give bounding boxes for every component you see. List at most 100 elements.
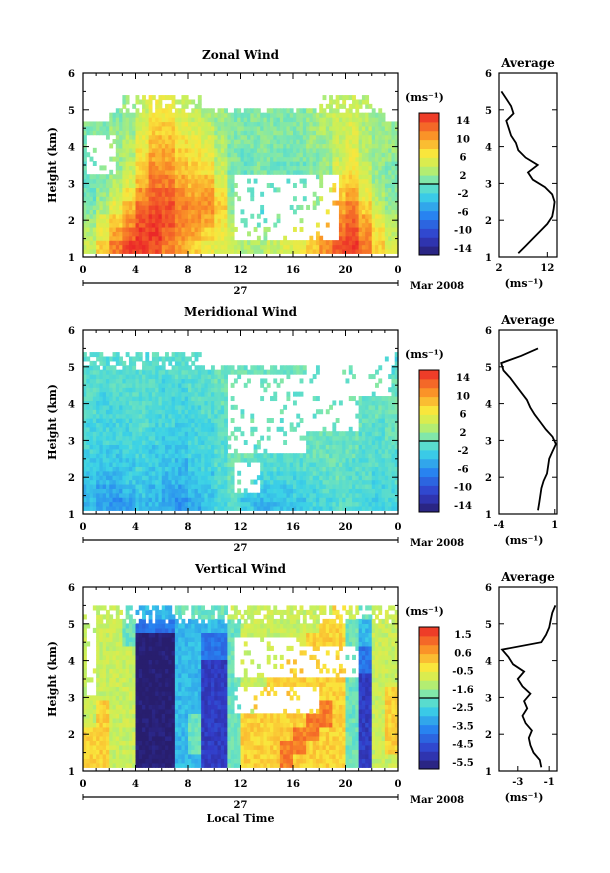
heatmap-cell bbox=[135, 483, 140, 489]
heatmap-cell bbox=[109, 396, 114, 402]
heatmap-cell bbox=[315, 117, 320, 123]
heatmap-cell bbox=[86, 213, 91, 219]
heatmap-cell bbox=[394, 400, 399, 406]
colorbar-tick-label: -2 bbox=[457, 189, 468, 200]
heatmap-cell bbox=[188, 422, 192, 428]
heatmap-cell bbox=[122, 501, 127, 507]
heatmap-cell bbox=[188, 231, 192, 237]
heatmap-cell bbox=[358, 453, 363, 459]
heatmap-cell bbox=[184, 453, 189, 459]
heatmap-cell bbox=[217, 139, 222, 145]
heatmap-cell bbox=[375, 505, 379, 511]
heatmap-cell bbox=[355, 161, 360, 167]
heatmap-cell bbox=[283, 404, 288, 410]
heatmap-cell bbox=[325, 409, 330, 415]
heatmap-cell bbox=[289, 492, 294, 498]
heatmap-cell bbox=[105, 248, 110, 254]
heatmap-cell bbox=[220, 483, 225, 489]
heatmap-cell bbox=[220, 431, 225, 437]
heatmap-cell bbox=[109, 240, 114, 246]
heatmap-cell bbox=[105, 483, 110, 489]
heatmap-cell bbox=[174, 435, 179, 441]
heatmap-cell bbox=[115, 435, 120, 441]
heatmap-cell bbox=[210, 218, 215, 224]
heatmap-cell bbox=[128, 404, 133, 410]
heatmap-cell bbox=[109, 213, 114, 219]
heatmap-cell bbox=[224, 466, 228, 472]
heatmap-cell bbox=[378, 226, 383, 232]
heatmap-cell bbox=[276, 470, 281, 476]
heatmap-cell bbox=[233, 165, 238, 171]
heatmap-cell bbox=[260, 466, 265, 472]
heatmap-cell bbox=[102, 209, 107, 215]
heatmap-cell bbox=[194, 165, 199, 171]
heatmap-cell bbox=[174, 466, 179, 472]
heatmap-cell bbox=[375, 117, 379, 123]
heatmap-cell bbox=[155, 409, 160, 415]
heatmap-cell bbox=[168, 139, 173, 145]
heatmap-cell bbox=[207, 139, 212, 145]
heatmap-cell bbox=[214, 497, 219, 503]
heatmap-cell bbox=[345, 488, 350, 494]
heatmap-cell bbox=[391, 226, 396, 232]
heatmap-cell bbox=[283, 492, 288, 498]
heatmap-cell bbox=[375, 134, 379, 140]
heatmap-cell bbox=[319, 435, 324, 441]
heatmap-cell bbox=[188, 497, 192, 503]
heatmap-cell bbox=[132, 134, 137, 140]
heatmap-cell bbox=[355, 479, 360, 485]
heatmap-cell bbox=[92, 240, 97, 246]
heatmap-cell bbox=[102, 461, 107, 467]
heatmap-cell bbox=[263, 112, 268, 118]
heatmap-cell bbox=[365, 200, 370, 206]
heatmap-cell bbox=[391, 457, 396, 463]
heatmap-cell bbox=[247, 139, 251, 145]
heatmap-cell bbox=[332, 169, 337, 175]
heatmap-cell bbox=[128, 475, 133, 481]
heatmap-cell bbox=[168, 178, 173, 184]
heatmap-cell bbox=[191, 147, 196, 153]
heatmap-cell bbox=[394, 156, 399, 162]
heatmap-cell bbox=[138, 200, 143, 206]
heatmap-cell bbox=[96, 130, 101, 136]
heatmap-cell bbox=[348, 479, 353, 485]
heatmap-cell bbox=[302, 479, 307, 485]
heatmap-cell bbox=[89, 125, 94, 131]
heatmap-cell bbox=[102, 431, 107, 437]
heatmap-cell bbox=[181, 501, 186, 507]
heatmap-cell bbox=[188, 191, 192, 197]
heatmap-cell bbox=[388, 461, 393, 467]
heatmap-cell bbox=[263, 483, 268, 489]
heatmap-cell bbox=[171, 505, 176, 511]
heatmap-cell bbox=[224, 226, 228, 232]
heatmap-cell bbox=[329, 439, 333, 445]
heatmap-cell bbox=[138, 99, 143, 105]
heatmap-cell bbox=[96, 439, 101, 445]
heatmap-cell bbox=[233, 426, 238, 432]
heatmap-cell bbox=[161, 182, 166, 188]
heatmap-cell bbox=[217, 235, 222, 241]
heatmap-cell bbox=[329, 470, 333, 476]
heatmap-cell bbox=[299, 501, 304, 507]
heatmap-cell bbox=[191, 391, 196, 397]
heatmap-cell bbox=[306, 108, 311, 114]
heatmap-cell bbox=[168, 103, 173, 109]
heatmap-cell bbox=[329, 501, 333, 507]
heatmap-cell bbox=[279, 501, 284, 507]
heatmap-cell bbox=[371, 413, 376, 419]
heatmap-cell bbox=[128, 470, 133, 476]
heatmap-cell bbox=[115, 418, 120, 424]
heatmap-cell bbox=[247, 187, 251, 193]
heatmap-cell bbox=[338, 435, 343, 441]
heatmap-cell bbox=[145, 191, 150, 197]
heatmap-cell bbox=[338, 187, 343, 193]
heatmap-cell bbox=[394, 222, 399, 228]
heatmap-cell bbox=[105, 404, 110, 410]
heatmap-cell bbox=[279, 165, 284, 171]
heatmap-cell bbox=[378, 404, 383, 410]
heatmap-cell bbox=[105, 178, 110, 184]
heatmap-cell bbox=[83, 240, 87, 246]
heatmap-cell bbox=[365, 439, 370, 445]
heatmap-cell bbox=[174, 244, 179, 250]
heatmap-cell bbox=[306, 453, 311, 459]
